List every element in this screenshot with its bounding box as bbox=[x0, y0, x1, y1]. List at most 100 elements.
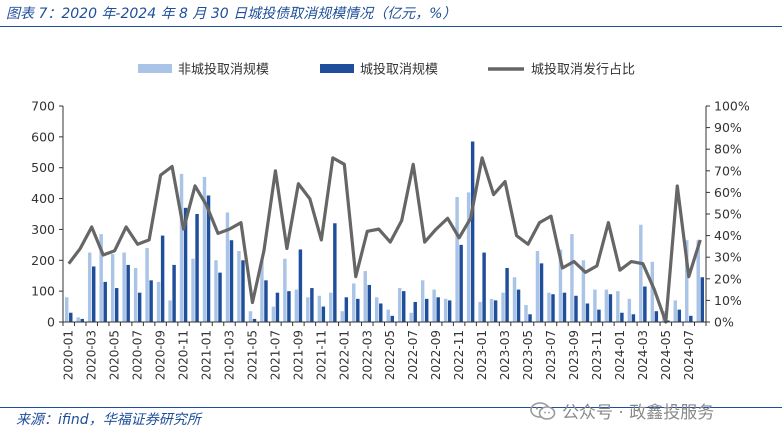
bar-noncity-2021-02 bbox=[214, 260, 218, 322]
wechat-icon bbox=[530, 401, 556, 420]
bar-city-2022-04 bbox=[379, 303, 383, 322]
bar-city-2021-01 bbox=[206, 195, 211, 322]
bar-noncity-2020-09 bbox=[156, 281, 161, 322]
x-tick-label-2021-07: 2021-07 bbox=[268, 330, 282, 380]
bar-city-2023-05 bbox=[528, 314, 532, 322]
line-layer bbox=[67, 156, 702, 324]
bar-city-2023-03 bbox=[505, 268, 509, 322]
right-tick-label-1: 10% bbox=[714, 293, 742, 308]
bar-noncity-2022-04 bbox=[375, 297, 379, 322]
bar-city-2020-03 bbox=[92, 266, 96, 322]
x-tick-label-2023-07: 2023-07 bbox=[544, 330, 558, 380]
bar-city-2023-10 bbox=[585, 303, 590, 322]
bar-city-2023-02 bbox=[493, 300, 498, 322]
x-tick-label-2023-09: 2023-09 bbox=[567, 330, 581, 380]
x-tick-label-2024-03: 2024-03 bbox=[636, 330, 650, 380]
left-tick-label-100: 100 bbox=[31, 284, 55, 299]
bar-city-2021-11 bbox=[321, 306, 326, 322]
bar-noncity-2022-05 bbox=[386, 309, 390, 322]
bar-noncity-2023-08 bbox=[558, 249, 563, 322]
bar-city-2022-10 bbox=[447, 300, 452, 322]
bar-noncity-2021-01 bbox=[202, 176, 207, 322]
bar-noncity-2021-05 bbox=[248, 311, 253, 322]
chart: 非城投取消规模 城投取消规模 城投取消发行占比 0 100 200 300 400 500 60… bbox=[31, 62, 750, 381]
bar-city-2023-01 bbox=[482, 252, 486, 322]
bar-city-2022-07 bbox=[413, 301, 417, 322]
x-tick-label-2022-03: 2022-03 bbox=[360, 330, 374, 380]
x-tick-label-2022-01: 2022-01 bbox=[337, 330, 351, 380]
bar-city-2021-07 bbox=[275, 292, 280, 322]
left-tick-label-0: 0 bbox=[47, 315, 55, 330]
x-tick-label-2020-01: 2020-01 bbox=[62, 330, 76, 380]
left-tick-label-600: 600 bbox=[31, 129, 55, 144]
bar-city-2020-01 bbox=[69, 312, 73, 322]
bar-city-2021-09 bbox=[298, 249, 303, 322]
x-tick-label-2023-01: 2023-01 bbox=[475, 330, 489, 380]
bar-noncity-2020-08 bbox=[145, 247, 149, 322]
bar-noncity-2020-11 bbox=[179, 173, 184, 322]
bar-city-2024-06 bbox=[677, 309, 682, 322]
bar-noncity-2023-09 bbox=[570, 234, 574, 322]
legend-city-share-label: 城投取消发行占比 bbox=[531, 62, 635, 78]
title-rule bbox=[0, 26, 782, 27]
left-tick-label-300: 300 bbox=[31, 222, 55, 237]
x-tick-label-2024-07: 2024-07 bbox=[682, 330, 696, 380]
bar-noncity-2023-03 bbox=[501, 292, 505, 322]
bar-city-2020-11 bbox=[183, 207, 188, 322]
legend-city-swatch bbox=[320, 64, 354, 73]
x-tick-label-2020-09: 2020-09 bbox=[154, 330, 168, 380]
x-tick-label-2024-05: 2024-05 bbox=[659, 330, 673, 380]
left-tick-label-200: 200 bbox=[31, 253, 55, 268]
bar-noncity-2023-10 bbox=[581, 260, 586, 322]
bar-noncity-2023-02 bbox=[489, 298, 494, 322]
right-tick-label-9: 90% bbox=[714, 120, 742, 135]
bar-layer bbox=[65, 141, 704, 322]
bar-city-2022-12 bbox=[470, 141, 475, 322]
bar-city-2020-08 bbox=[149, 280, 153, 322]
bar-city-2023-11 bbox=[597, 309, 601, 322]
bar-city-2020-06 bbox=[126, 264, 130, 322]
bar-city-2022-11 bbox=[459, 244, 463, 322]
right-tick-label-7: 70% bbox=[714, 163, 742, 178]
bar-noncity-2021-04 bbox=[237, 251, 241, 322]
bar-noncity-2024-08 bbox=[696, 240, 700, 322]
chart-title: 图表 7：2020 年-2024 年 8 月 30 日城投债取消规模情况（亿元，… bbox=[6, 6, 457, 22]
x-tick-label-2021-09: 2021-09 bbox=[291, 330, 305, 380]
bar-noncity-2022-12 bbox=[466, 192, 471, 322]
bar-city-2020-10 bbox=[172, 264, 176, 322]
right-tick-label-2: 20% bbox=[714, 271, 742, 286]
x-tick-label-2021-03: 2021-03 bbox=[222, 330, 236, 380]
bar-city-2024-08 bbox=[700, 277, 704, 322]
bar-noncity-2023-06 bbox=[535, 251, 540, 322]
x-tick-label-2023-03: 2023-03 bbox=[498, 330, 512, 380]
x-tick-label-2023-11: 2023-11 bbox=[590, 330, 604, 380]
x-tick-label-2021-01: 2021-01 bbox=[200, 330, 214, 380]
bar-city-2024-03 bbox=[643, 286, 647, 322]
bar-noncity-2022-08 bbox=[420, 280, 425, 322]
bar-city-2020-09 bbox=[160, 235, 165, 322]
bar-city-2022-09 bbox=[436, 297, 440, 322]
watermark: 公众号 · 政鑫投服务 bbox=[530, 398, 714, 423]
bar-city-2024-02 bbox=[631, 314, 636, 322]
bar-city-2022-08 bbox=[424, 298, 429, 322]
bar-noncity-2022-02 bbox=[352, 283, 356, 322]
source-rule bbox=[0, 407, 782, 408]
bar-city-2023-09 bbox=[574, 295, 578, 322]
x-tick-label-2022-09: 2022-09 bbox=[429, 330, 443, 380]
legend-city-label: 城投取消规模 bbox=[360, 62, 438, 78]
line-city-share bbox=[67, 156, 702, 324]
bar-noncity-2023-12 bbox=[604, 289, 609, 322]
bar-noncity-2022-10 bbox=[443, 298, 448, 322]
bar-noncity-2023-05 bbox=[524, 305, 528, 322]
bar-city-2021-05 bbox=[252, 318, 257, 322]
bar-city-2020-12 bbox=[195, 214, 199, 322]
bar-city-2020-07 bbox=[137, 292, 142, 322]
x-tick-label-2020-03: 2020-03 bbox=[85, 330, 99, 380]
bar-noncity-2021-06 bbox=[260, 260, 264, 322]
legend-noncity-swatch bbox=[138, 64, 172, 73]
bar-noncity-2023-11 bbox=[593, 289, 597, 322]
bar-noncity-2020-12 bbox=[191, 258, 195, 322]
x-tick-label-2020-05: 2020-05 bbox=[108, 330, 122, 380]
bar-noncity-2024-01 bbox=[616, 291, 620, 322]
bar-noncity-2020-02 bbox=[76, 317, 80, 322]
